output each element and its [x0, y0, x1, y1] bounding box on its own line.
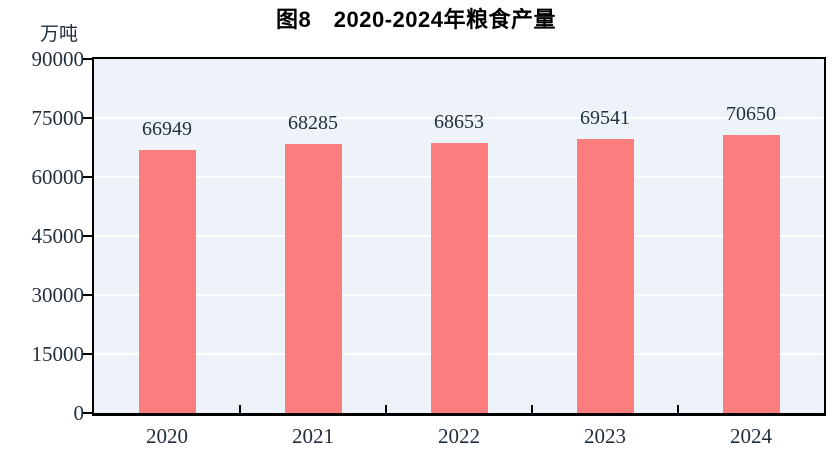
- x-axis-label-2020: 2020: [146, 424, 188, 448]
- bar-2020: [138, 149, 196, 413]
- bar-2022: [430, 142, 488, 413]
- y-axis-tick: [83, 294, 92, 296]
- y-axis-tick-label-75000: 75000: [31, 106, 85, 130]
- x-axis-label-2024: 2024: [730, 424, 772, 448]
- x-axis-tick: [385, 405, 387, 413]
- y-axis-unit-label: 万吨: [39, 24, 78, 45]
- chart-title: 图8 2020-2024年粮食产量: [276, 7, 556, 32]
- plot-area: 66949 68285 68653 69541 70650: [92, 57, 826, 416]
- bar-2021: [284, 144, 342, 413]
- y-axis-tick-label-90000: 90000: [31, 47, 85, 71]
- y-axis-tick: [83, 353, 92, 355]
- y-axis-tick-label-15000: 15000: [31, 342, 85, 366]
- bar-2024: [722, 135, 780, 413]
- bar-value-label-2022: 68653: [434, 110, 484, 133]
- y-axis-tick-label-0: 0: [73, 401, 85, 425]
- y-axis-tick-label-45000: 45000: [31, 224, 85, 248]
- bar-2023: [576, 139, 634, 413]
- y-axis-tick: [83, 58, 92, 60]
- y-axis-tick-label-60000: 60000: [31, 165, 85, 189]
- x-axis-tick: [677, 405, 679, 413]
- y-axis-tick-label-30000: 30000: [31, 283, 85, 307]
- x-axis-label-2021: 2021: [292, 424, 334, 448]
- bar-value-label-2021: 68285: [288, 112, 338, 135]
- gridline-75000: [94, 117, 824, 119]
- bar-value-label-2023: 69541: [580, 107, 630, 130]
- y-axis-tick: [83, 176, 92, 178]
- y-axis-tick: [83, 117, 92, 119]
- bar-value-label-2020: 66949: [142, 117, 192, 140]
- y-axis-tick: [83, 235, 92, 237]
- x-axis-tick: [531, 405, 533, 413]
- x-axis-label-2022: 2022: [438, 424, 480, 448]
- bar-value-label-2024: 70650: [726, 103, 776, 126]
- x-axis-tick: [239, 405, 241, 413]
- y-axis-tick: [83, 412, 92, 414]
- x-axis-label-2023: 2023: [584, 424, 626, 448]
